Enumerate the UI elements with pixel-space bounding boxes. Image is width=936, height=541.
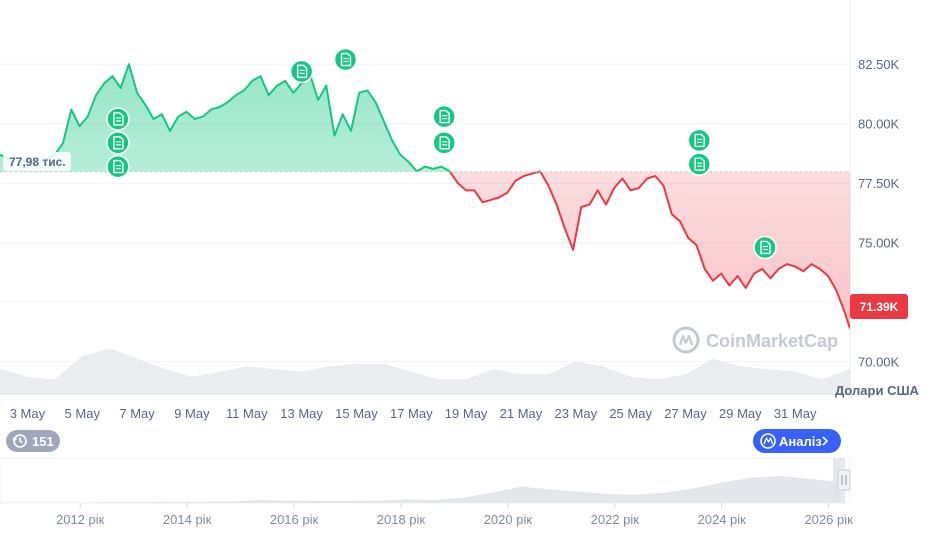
x-tick-label: 17 May	[390, 406, 433, 421]
navigator-handle[interactable]	[837, 469, 851, 491]
unit-label: Долари США	[835, 383, 920, 398]
document-icon	[113, 136, 124, 150]
navigator-tick-label: 2014 рік	[163, 512, 212, 527]
current-price-tag: 71.39K	[850, 294, 908, 319]
x-tick-label: 9 May	[174, 406, 210, 421]
navigator-tick-label: 2018 рік	[377, 512, 426, 527]
navigator-tick-label: 2020 рік	[484, 512, 533, 527]
y-tick-label: 70.00K	[858, 355, 900, 370]
watermark-text: CoinMarketCap	[706, 331, 838, 351]
news-marker[interactable]	[333, 47, 358, 72]
y-tick-label: 80.00K	[858, 117, 900, 132]
y-tick-label: 75.00K	[858, 236, 900, 251]
coinmarketcap-logo-icon	[672, 326, 700, 354]
x-tick-label: 21 May	[500, 406, 543, 421]
range-navigator[interactable]: 2012 рік 2014 рік 2016 рік 2018 рік 2020 рік…	[0, 457, 853, 527]
reference-label: 77,98 тис.	[9, 155, 66, 169]
line-up-segment	[0, 63, 542, 172]
area-below-reference	[450, 171, 850, 329]
news-markers[interactable]	[106, 47, 777, 260]
news-marker[interactable]	[289, 59, 314, 84]
navigator-tick-label: 2022 рік	[591, 512, 640, 527]
news-marker[interactable]	[687, 152, 711, 176]
x-tick-label: 23 May	[554, 406, 597, 421]
x-tick-label: 29 May	[719, 406, 762, 421]
analysis-label: Аналіз	[779, 434, 822, 449]
document-icon	[439, 109, 450, 124]
news-marker[interactable]	[432, 104, 456, 129]
price-line	[0, 63, 850, 329]
x-tick-label: 5 May	[65, 406, 101, 421]
x-tick-label: 13 May	[280, 406, 323, 421]
unit-label-group: Долари США	[835, 383, 920, 398]
x-tick-label: 19 May	[445, 406, 488, 421]
news-marker[interactable]	[753, 235, 777, 260]
navigator-area	[0, 476, 840, 503]
news-marker[interactable]	[432, 131, 456, 155]
x-tick-label: 7 May	[119, 406, 155, 421]
x-tick-label: 15 May	[335, 406, 378, 421]
line-down-segment	[415, 171, 850, 329]
price-area	[0, 64, 850, 329]
navigator-tick-label: 2024 рік	[698, 512, 747, 527]
news-marker[interactable]	[687, 128, 711, 153]
volume-area	[0, 348, 850, 395]
document-icon	[760, 240, 771, 255]
history-icon	[12, 434, 27, 448]
analysis-button[interactable]: Аналіз	[753, 429, 841, 453]
current-price-label: 71.39K	[860, 300, 899, 314]
y-tick-label: 77.50K	[858, 176, 900, 191]
x-tick-label: 31 May	[774, 406, 817, 421]
navigator-tick-label: 2012 рік	[56, 512, 105, 527]
x-tick-label: 27 May	[664, 406, 707, 421]
chevron-right-icon	[822, 436, 829, 446]
news-marker[interactable]	[106, 154, 130, 179]
reference-label-box: 77,98 тис.	[3, 152, 71, 171]
x-tick-label: 11 May	[226, 406, 268, 421]
navigator-tick-label: 2026 рік	[804, 512, 853, 527]
document-icon	[113, 159, 124, 174]
area-above-reference	[0, 64, 850, 172]
document-icon	[694, 133, 705, 148]
news-marker[interactable]	[106, 131, 130, 155]
document-icon	[296, 64, 308, 79]
x-tick-label: 3 May	[10, 406, 46, 421]
y-tick-label: 82.50K	[858, 57, 900, 72]
x-tick-label: 25 May	[609, 406, 652, 421]
news-marker[interactable]	[106, 107, 130, 131]
history-badge[interactable]: 151	[6, 430, 60, 452]
document-icon	[113, 112, 124, 126]
x-axis: 3 May 5 May 7 May 9 May 11 May 13 May 15 May 17…	[10, 406, 817, 421]
document-icon	[439, 136, 450, 150]
document-icon	[694, 157, 705, 171]
navigator-tick-label: 2016 рік	[270, 512, 319, 527]
analysis-icon	[760, 433, 776, 449]
history-count: 151	[32, 434, 54, 449]
document-icon	[340, 52, 352, 67]
watermark: CoinMarketCap	[672, 326, 838, 354]
volume-shape	[0, 348, 850, 395]
